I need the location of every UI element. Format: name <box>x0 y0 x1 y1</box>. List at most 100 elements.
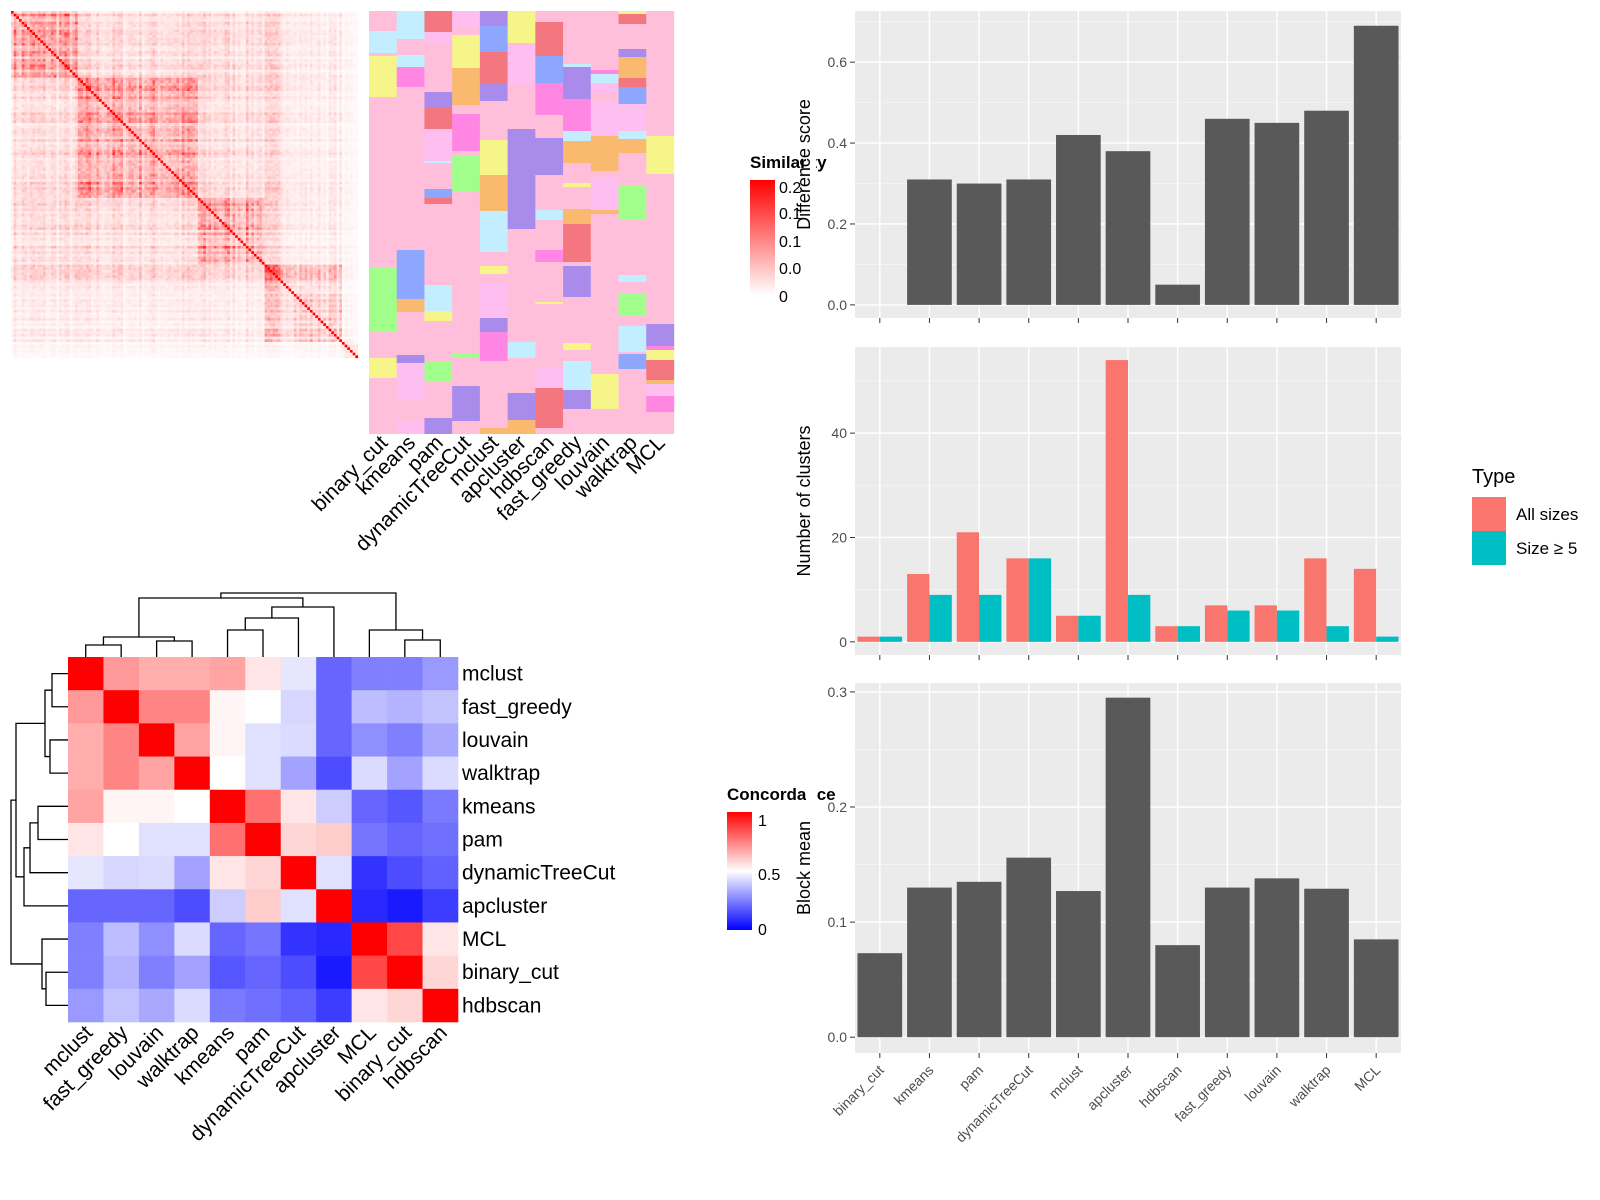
similarity-cell <box>21 27 25 30</box>
similarity-cell <box>256 29 260 33</box>
similarity-cell <box>133 61 137 65</box>
similarity-cell <box>61 96 65 100</box>
similarity-cell <box>133 91 137 94</box>
similarity-cell <box>141 85 145 89</box>
similarity-cell <box>288 107 292 110</box>
similarity-cell <box>160 64 164 68</box>
similarity-cell <box>115 83 118 86</box>
similarity-cell <box>160 19 164 22</box>
similarity-cell <box>69 72 73 76</box>
similarity-cell <box>72 40 76 44</box>
similarity-cell <box>53 75 57 78</box>
similarity-cell <box>72 101 76 105</box>
similarity-cell <box>181 69 185 73</box>
similarity-cell <box>184 24 188 28</box>
similarity-cell <box>144 21 148 25</box>
similarity-cell <box>189 21 193 25</box>
similarity-cell <box>131 11 134 14</box>
similarity-cell <box>152 104 156 108</box>
similarity-cell <box>315 93 319 97</box>
similarity-cell <box>299 53 303 57</box>
similarity-cell <box>80 88 84 92</box>
similarity-cell <box>72 19 76 22</box>
similarity-cell <box>75 19 78 22</box>
similarity-cell <box>232 53 236 57</box>
similarity-cell <box>296 56 300 60</box>
similarity-cell <box>149 80 153 84</box>
similarity-cell <box>11 80 14 84</box>
similarity-cell <box>88 32 92 36</box>
similarity-cell <box>136 32 140 36</box>
similarity-cell <box>197 16 201 20</box>
similarity-cell <box>349 29 353 33</box>
similarity-cell <box>141 67 145 70</box>
similarity-cell <box>165 91 169 94</box>
similarity-cell <box>51 109 54 113</box>
similarity-cell <box>91 27 94 30</box>
similarity-cell <box>301 101 305 105</box>
similarity-cell <box>261 69 265 73</box>
similarity-cell <box>48 29 52 33</box>
similarity-cell <box>136 53 140 57</box>
similarity-cell <box>200 107 204 110</box>
similarity-cell <box>75 45 78 49</box>
similarity-cell <box>285 13 289 17</box>
similarity-cell <box>133 72 137 76</box>
similarity-cell <box>341 43 345 46</box>
similarity-cell <box>235 59 239 62</box>
similarity-cell <box>165 32 169 36</box>
similarity-cell <box>344 75 348 78</box>
similarity-cell <box>85 64 89 68</box>
similarity-cell <box>85 93 89 97</box>
similarity-cell <box>61 99 65 102</box>
similarity-cell <box>179 37 182 41</box>
similarity-cell <box>107 53 110 57</box>
similarity-cell <box>285 43 289 46</box>
similarity-cell <box>240 67 244 70</box>
similarity-cell <box>59 99 62 102</box>
similarity-cell <box>123 56 126 60</box>
similarity-cell <box>299 77 303 81</box>
similarity-cell <box>227 51 231 54</box>
similarity-cell <box>285 101 289 105</box>
similarity-cell <box>344 96 348 100</box>
similarity-cell <box>91 99 94 102</box>
similarity-cell <box>235 80 239 84</box>
similarity-cell <box>323 88 327 92</box>
similarity-cell <box>171 32 174 36</box>
similarity-cell <box>259 88 263 92</box>
similarity-cell <box>213 40 217 44</box>
similarity-cell <box>208 91 212 94</box>
similarity-cell <box>125 72 129 76</box>
similarity-cell <box>91 32 94 36</box>
similarity-cell <box>24 24 28 28</box>
similarity-cell <box>173 24 177 28</box>
similarity-cell <box>144 64 148 68</box>
similarity-cell <box>27 51 30 54</box>
similarity-cell <box>237 11 241 14</box>
similarity-cell <box>328 93 332 97</box>
similarity-cell <box>152 109 156 113</box>
similarity-cell <box>139 109 142 113</box>
similarity-cell <box>165 93 169 97</box>
similarity-cell <box>173 48 177 52</box>
similarity-cell <box>245 45 249 49</box>
similarity-cell <box>43 93 46 97</box>
similarity-cell <box>37 64 41 68</box>
similarity-cell <box>120 83 124 86</box>
similarity-cell <box>203 51 206 54</box>
similarity-cell <box>184 99 188 102</box>
similarity-cell <box>280 67 284 70</box>
similarity-cell <box>221 109 225 113</box>
similarity-cell <box>213 29 217 33</box>
similarity-cell <box>171 67 174 70</box>
similarity-cell <box>149 24 153 28</box>
similarity-cell <box>192 88 196 92</box>
similarity-cell <box>333 72 337 76</box>
similarity-cell <box>99 40 102 44</box>
similarity-cell <box>139 29 142 33</box>
similarity-cell <box>192 107 196 110</box>
similarity-cell <box>85 48 89 52</box>
similarity-cell <box>307 64 311 68</box>
similarity-cell <box>195 21 198 25</box>
